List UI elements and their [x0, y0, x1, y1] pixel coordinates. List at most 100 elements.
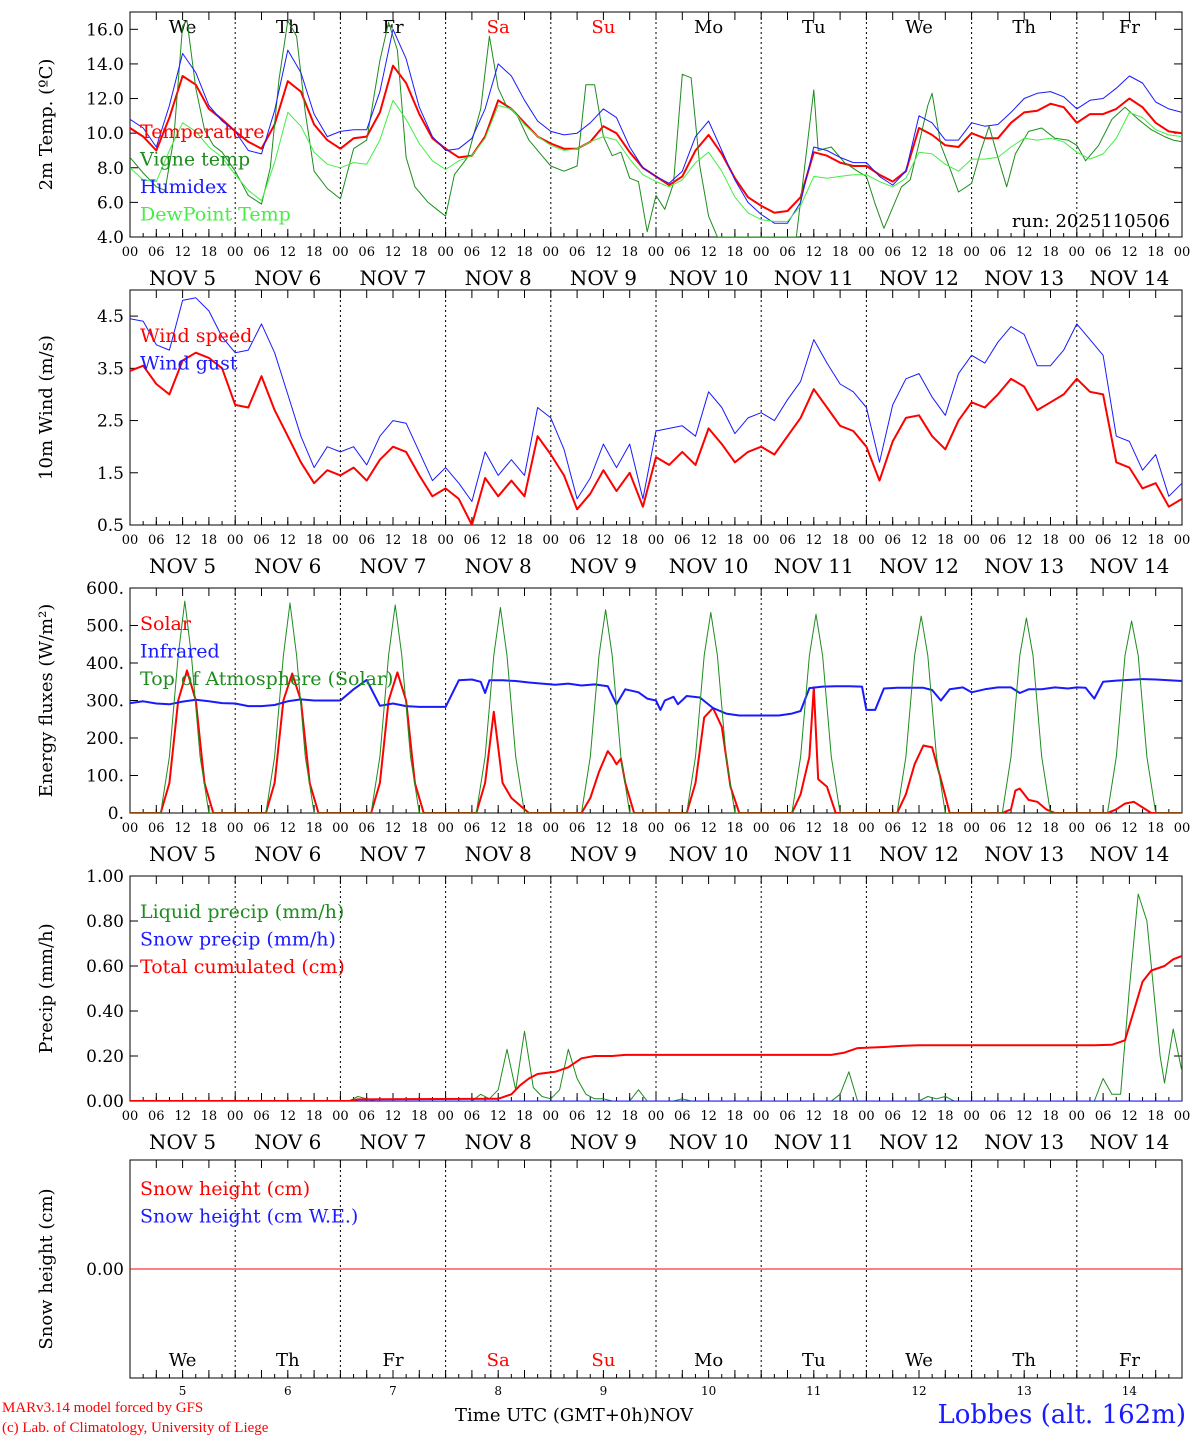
legend-entry: Snow height (cm W.E.)	[140, 1206, 358, 1228]
y-tick-label: 300.	[86, 692, 124, 712]
hour-tick-label: 00	[753, 821, 770, 836]
series-line-liquid-precip-mm-h-	[130, 893, 1182, 1101]
date-label: NOV 5	[149, 266, 216, 290]
series-line-top-of-atmosphere-solar-	[130, 600, 1182, 813]
hour-tick-label: 12	[806, 533, 823, 548]
day-number-label: 14	[1122, 1384, 1138, 1398]
hour-tick-label: 18	[516, 245, 533, 260]
x-axis-title: Time UTC (GMT+0h)NOV	[455, 1405, 693, 1426]
hour-tick-label: 18	[516, 821, 533, 836]
panel-energy: 0. 100. 200. 300. 400. 500. 600. Energy fluxes …	[36, 579, 1190, 866]
credit-lab: (c) Lab. of Climatology, University of L…	[2, 1420, 269, 1436]
day-of-week-label: Fr	[1119, 1350, 1140, 1371]
hour-tick-label: 06	[674, 533, 691, 548]
hour-tick-label: 18	[1147, 821, 1164, 836]
date-label: NOV 12	[879, 1130, 959, 1154]
y-axis-label: 10m Wind (m/s)	[36, 335, 57, 480]
series-line-solar	[130, 669, 1182, 813]
hour-tick-label: 12	[490, 533, 507, 548]
date-label: NOV 11	[774, 842, 854, 866]
hour-tick-label: 00	[227, 533, 244, 548]
hour-tick-label: 06	[253, 533, 270, 548]
day-of-week-label: Su	[591, 1350, 615, 1371]
hour-tick-label: 12	[595, 821, 612, 836]
legend-entry: Infrared	[140, 641, 220, 663]
hour-tick-label: 00	[122, 245, 139, 260]
hour-tick-label: 18	[832, 1109, 849, 1124]
hour-tick-label: 18	[727, 245, 744, 260]
hour-tick-label: 06	[990, 533, 1007, 548]
hour-tick-label: 06	[358, 245, 375, 260]
hour-tick-label: 12	[280, 1109, 297, 1124]
hour-tick-label: 06	[148, 1109, 165, 1124]
hour-tick-label: 00	[753, 533, 770, 548]
hour-tick-label: 12	[911, 1109, 928, 1124]
hour-tick-label: 06	[1095, 1109, 1112, 1124]
hour-tick-label: 18	[621, 1109, 638, 1124]
series-line-wind-speed	[130, 351, 1182, 525]
hour-tick-label: 06	[884, 1109, 901, 1124]
y-tick-label: 0.40	[86, 1002, 124, 1022]
hour-tick-label: 00	[858, 821, 875, 836]
hour-tick-label: 12	[806, 1109, 823, 1124]
day-number-label: 13	[1017, 1384, 1032, 1398]
hour-tick-label: 00	[648, 245, 665, 260]
hour-tick-label: 18	[516, 1109, 533, 1124]
hour-tick-label: 12	[1121, 245, 1138, 260]
hour-tick-label: 18	[201, 821, 218, 836]
hour-tick-label: 18	[832, 533, 849, 548]
hour-tick-label: 00	[122, 821, 139, 836]
hour-tick-label: 12	[1121, 1109, 1138, 1124]
hour-tick-label: 00	[543, 245, 560, 260]
y-tick-label: 10.0	[86, 124, 124, 144]
day-of-week-label: Tu	[802, 1350, 826, 1371]
x-axis-month: NOV	[649, 1405, 694, 1426]
hour-tick-label: 00	[1174, 245, 1191, 260]
hour-tick-label: 00	[648, 1109, 665, 1124]
hour-tick-label: 18	[621, 533, 638, 548]
date-label: NOV 13	[984, 554, 1064, 578]
hour-tick-label: 12	[806, 245, 823, 260]
hour-tick-label: 00	[543, 1109, 560, 1124]
hour-tick-label: 12	[490, 245, 507, 260]
day-of-week-label: Th	[276, 1350, 300, 1371]
hour-tick-label: 00	[1069, 1109, 1086, 1124]
hour-tick-label: 06	[779, 533, 796, 548]
date-label: NOV 8	[465, 1130, 532, 1154]
hour-tick-label: 18	[1042, 245, 1059, 260]
hour-tick-label: 00	[753, 245, 770, 260]
hour-tick-label: 06	[358, 533, 375, 548]
hour-tick-label: 06	[674, 1109, 691, 1124]
date-label: NOV 8	[465, 554, 532, 578]
hour-tick-label: 00	[963, 1109, 980, 1124]
hour-tick-label: 12	[490, 1109, 507, 1124]
y-tick-label: 1.5	[97, 464, 124, 484]
hour-tick-label: 18	[1147, 1109, 1164, 1124]
hour-tick-label: 18	[937, 533, 954, 548]
hour-tick-label: 00	[543, 821, 560, 836]
date-label: NOV 6	[254, 266, 321, 290]
hour-tick-label: 06	[990, 821, 1007, 836]
y-axis-label: Precip (mm/h)	[36, 923, 57, 1053]
date-label: NOV 11	[774, 554, 854, 578]
series-line-total-cumulated-cm-	[130, 954, 1182, 1101]
date-label: NOV 7	[359, 554, 426, 578]
y-tick-label: 16.0	[86, 20, 124, 40]
y-tick-label: 0.00	[86, 1092, 124, 1112]
date-label: NOV 10	[669, 1130, 749, 1154]
hour-tick-label: 06	[253, 1109, 270, 1124]
y-tick-label: 600.	[86, 579, 124, 599]
hour-tick-label: 12	[1121, 821, 1138, 836]
day-of-week-label: We	[905, 17, 933, 38]
y-tick-label: 2.5	[97, 412, 124, 432]
series-line-vigne-temp	[130, 20, 1182, 237]
hour-tick-label: 12	[700, 245, 717, 260]
hour-tick-label: 18	[411, 245, 428, 260]
date-label: NOV 12	[879, 842, 959, 866]
hour-tick-label: 00	[332, 533, 349, 548]
hour-tick-label: 06	[674, 821, 691, 836]
hour-tick-label: 12	[385, 533, 402, 548]
hour-tick-label: 06	[884, 821, 901, 836]
hour-tick-label: 18	[516, 533, 533, 548]
